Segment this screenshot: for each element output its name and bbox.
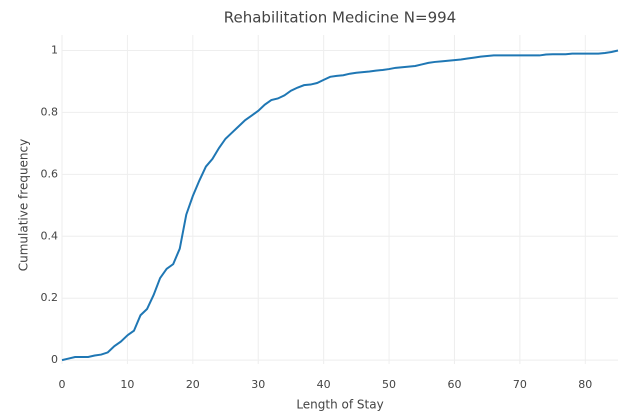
x-tick-label: 70	[513, 378, 527, 391]
x-tick-label: 30	[251, 378, 265, 391]
y-tick-label: 0.4	[41, 229, 59, 242]
x-tick-label: 80	[578, 378, 592, 391]
line	[61, 49, 619, 362]
x-axis-label: Length of Stay	[296, 398, 383, 412]
y-axis-label: Cumulative frequency	[17, 139, 31, 272]
y-tick-label: 0.2	[41, 291, 59, 304]
x-tick-label: 40	[317, 378, 331, 391]
y-tick-label: 0.8	[41, 105, 59, 118]
chart-title: Rehabilitation Medicine N=994	[224, 9, 456, 27]
x-tick-label: 0	[59, 378, 66, 391]
x-tick-label: 10	[120, 378, 134, 391]
x-tick-label: 50	[382, 378, 396, 391]
y-tick-label: 0.6	[41, 167, 59, 180]
y-tick-label: 1	[51, 43, 58, 56]
x-tick-label: 60	[447, 378, 461, 391]
x-tick-label: 20	[186, 378, 200, 391]
y-tick-label: 0	[51, 353, 58, 366]
